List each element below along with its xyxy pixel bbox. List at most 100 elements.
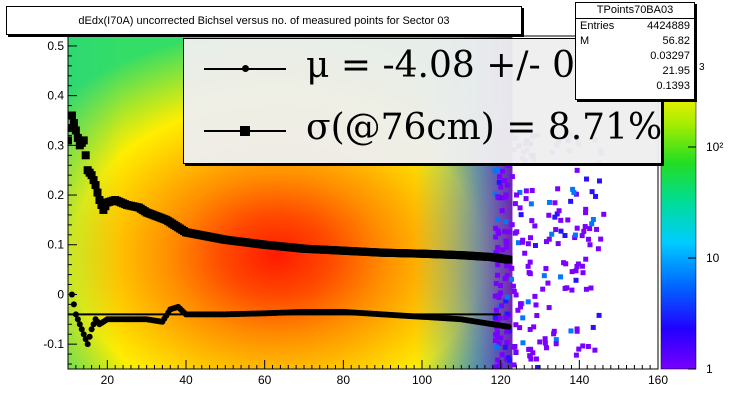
sparse-bin [528,356,534,362]
y-tick-label: 0.3 [47,138,64,152]
sparse-bin [494,367,500,369]
profile-markers [68,111,513,348]
sparse-bin [589,189,595,195]
sparse-bin [595,246,601,252]
sparse-bin [555,186,561,192]
sparse-bin [499,352,505,358]
sparse-bin [553,341,559,347]
sparse-bin [492,168,498,174]
sparse-bin [581,228,587,234]
stats-value: 56.82 [662,35,690,47]
sparse-bin [496,340,502,346]
sparse-bin [588,285,594,291]
sparse-bin [495,262,501,268]
sparse-bin [583,210,589,216]
y-tick-label: 0.1 [47,238,64,252]
plot-frame [67,35,659,370]
mu-point [86,333,93,340]
sparse-bin [504,294,510,300]
sparse-bin [531,324,537,330]
stats-value: 4424889 [647,20,690,32]
stats-row: Entries 4424889 [576,19,694,34]
colorbar-label: 1 [706,362,713,376]
stats-title: TPoints70BA03 [576,3,694,19]
sparse-bin [492,337,498,343]
sigma-point [68,111,76,120]
sparse-bin [554,211,560,217]
sparse-bin [597,178,603,184]
sparse-bin [513,349,519,355]
sparse-bin [503,298,509,304]
sparse-bin [509,222,515,228]
sparse-bin [570,186,576,192]
sparse-bin [496,230,502,236]
sparse-bin [551,331,557,337]
x-tick-label: 100 [412,373,432,387]
sparse-bin [592,347,598,353]
circle-marker-icon [242,65,249,72]
sparse-bin [590,216,596,222]
stats-row: 0.03297 [576,49,694,64]
stats-label: Entries [580,20,615,32]
x-tick-label: 160 [648,373,668,387]
sparse-bin [525,299,531,305]
sparse-bin [573,352,579,358]
sigma-point [69,118,78,127]
sparse-bin [492,190,498,196]
legend-sigma-text: σ(@76cm) = 8.71% [306,107,663,148]
sparse-bin [589,221,595,227]
sparse-bin [572,235,578,241]
y-tick-label: 0.2 [47,188,64,202]
sigma-point [93,188,102,197]
mu-point [74,316,81,323]
sparse-bin [498,283,504,289]
sigma-point [81,151,90,160]
sparse-bin [493,307,499,313]
sparse-bin [506,229,512,235]
sparse-bin [574,326,580,332]
sparse-bin [520,315,526,321]
sigma-point [504,255,513,264]
sparse-bin [525,263,531,269]
colorbar-label: 10 [706,251,720,265]
sparse-bin [508,276,514,282]
sparse-bin [572,232,578,238]
x-tick-label: 120 [491,373,511,387]
sparse-bin [579,233,585,239]
sparse-bin [529,218,535,224]
sparse-bin [540,286,546,292]
sigma-point [68,136,72,145]
sigma-point [73,133,82,142]
stats-row: 21.95 [576,64,694,79]
sparse-bin [515,240,521,246]
sparse-bin [573,277,579,283]
sparse-bin [546,236,552,242]
sparse-bin [502,178,508,184]
sparse-bin [543,239,549,245]
sparse-bin [535,365,541,369]
sparse-bin [493,250,499,256]
sparse-bin [527,326,533,332]
x-tick-label: 140 [569,373,589,387]
sparse-bin [596,312,602,318]
sparse-bin [517,189,523,195]
stats-box: TPoints70BA03 Entries 4424889 M 56.82 0.… [575,2,695,100]
sparse-bin [498,184,504,190]
sparse-bin [501,195,507,201]
sparse-bin [494,330,500,336]
sparse-bin [580,270,586,276]
sparse-bin [545,280,551,286]
sparse-bin [505,262,511,268]
sparse-bin [584,176,590,182]
y-tick-label: 0 [57,287,64,301]
sparse-bin [495,335,501,341]
sparse-bin [513,292,519,298]
sparse-bin [512,344,518,350]
sparse-bin [594,226,600,232]
sparse-bin [590,324,596,330]
sparse-bin [502,275,508,281]
stats-value: 0.1393 [656,80,690,92]
sparse-bin [562,285,568,291]
x-tick-label: 20 [101,373,115,387]
sparse-bin [511,362,517,368]
